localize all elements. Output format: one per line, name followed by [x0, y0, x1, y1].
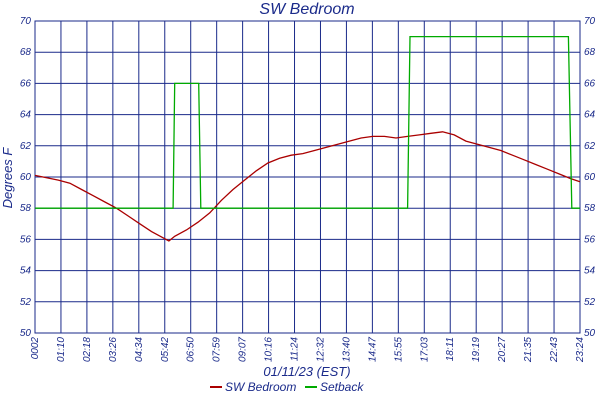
y-tick-label-left: 68: [20, 47, 32, 58]
y-tick-label-left: 62: [20, 141, 32, 152]
x-tick-label: 21:35: [523, 337, 534, 363]
x-tick-label: 22:43: [549, 337, 560, 363]
y-tick-label-right: 58: [584, 203, 596, 214]
tick-labels: 50 50 52 52 54 54 56 56 58 58 60 60 62 62 64 64 66 66 68 68…: [20, 16, 596, 363]
x-tick-label: 03:26: [108, 337, 119, 362]
x-tick-label: 17:03: [419, 337, 430, 362]
y-tick-label-right: 50: [584, 328, 596, 339]
y-tick-label-left: 56: [20, 234, 32, 245]
setback-line: [35, 35, 580, 209]
y-tick-label-right: 60: [584, 172, 596, 183]
x-tick-label: 15:55: [393, 337, 404, 362]
x-tick-label: 07:59: [212, 337, 223, 362]
y-axis-label: Degrees F: [0, 147, 15, 209]
y-tick-label-right: 54: [584, 266, 596, 277]
y-tick-label-left: 54: [20, 266, 32, 277]
grid: [34, 20, 581, 334]
sw-bedroom-legend-label: SW Bedroom: [225, 380, 296, 394]
sw-bedroom-line: [34, 131, 581, 242]
x-tick-label: 05:42: [160, 337, 171, 362]
y-tick-label-right: 52: [584, 297, 596, 308]
y-tick-label-right: 66: [584, 78, 596, 89]
x-tick-label: 10:16: [264, 337, 275, 362]
series-lines: [34, 35, 581, 242]
x-tick-label: 13:40: [341, 337, 352, 362]
x-tick-label: 11:24: [290, 337, 301, 362]
x-tick-label: 14:47: [367, 337, 378, 362]
x-tick-label: 20:27: [497, 337, 508, 363]
y-tick-label-right: 56: [584, 234, 596, 245]
x-tick-label: 19:19: [471, 337, 482, 362]
x-tick-label: 04:34: [134, 337, 145, 362]
setback-legend-label: Setback: [320, 380, 364, 394]
y-tick-label-left: 60: [20, 172, 32, 183]
y-tick-label-left: 50: [20, 328, 32, 339]
y-tick-label-left: 64: [20, 110, 32, 121]
legend: SW Bedroom Setback: [210, 380, 364, 394]
chart-title: SW Bedroom: [259, 1, 354, 18]
y-tick-label-left: 58: [20, 203, 32, 214]
y-tick-label-left: 70: [20, 16, 32, 27]
x-tick-label: 02:18: [82, 337, 93, 362]
x-tick-label: 01:10: [56, 337, 67, 362]
y-tick-label-right: 68: [584, 47, 596, 58]
x-tick-label: 18:11: [445, 337, 456, 361]
x-axis-label: 01/11/23 (EST): [263, 364, 350, 379]
x-tick-label: 0002: [30, 337, 41, 360]
x-tick-label: 09:07: [238, 337, 249, 362]
x-tick-label: 12:32: [315, 337, 326, 362]
y-tick-label-right: 62: [584, 141, 596, 152]
y-tick-label-left: 66: [20, 78, 32, 89]
x-tick-label: 23:24: [575, 337, 586, 363]
y-tick-label-right: 70: [584, 16, 596, 27]
y-tick-label-left: 52: [20, 297, 32, 308]
x-tick-label: 06:50: [186, 337, 197, 362]
y-tick-label-right: 64: [584, 110, 596, 121]
